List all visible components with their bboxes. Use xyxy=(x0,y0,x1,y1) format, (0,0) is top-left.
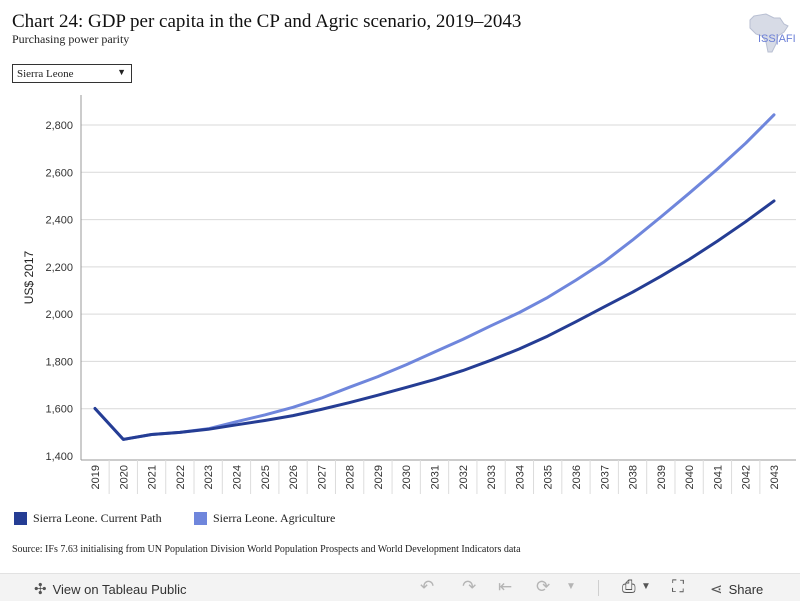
y-tick-label: 2,600 xyxy=(45,167,73,179)
x-tick-label: 2026 xyxy=(288,465,300,489)
redo-icon[interactable]: ↷ xyxy=(462,577,477,596)
refresh-chevron-icon[interactable]: ▼ xyxy=(566,581,576,592)
x-tick-label: 2028 xyxy=(345,465,357,489)
x-tick-label: 2027 xyxy=(316,465,328,489)
x-tick-label: 2040 xyxy=(684,465,696,489)
share-button[interactable]: ⋖ Share xyxy=(710,580,763,598)
download-icon[interactable]: ⎙ xyxy=(622,577,636,596)
chart-subtitle: Purchasing power parity xyxy=(12,32,130,46)
dropdown-selected-value: Sierra Leone xyxy=(17,68,74,80)
y-tick-label: 2,800 xyxy=(45,120,73,132)
x-tick-label: 2033 xyxy=(486,465,498,489)
x-tick-label: 2020 xyxy=(118,465,130,489)
view-on-tableau-link[interactable]: ✣ View on Tableau Public xyxy=(34,580,187,598)
y-tick-label: 1,800 xyxy=(45,356,73,368)
refresh-icon[interactable]: ⟳ xyxy=(536,577,551,596)
legend-item-agriculture[interactable]: Sierra Leone. Agriculture xyxy=(194,510,335,526)
x-tick-label: 2023 xyxy=(203,465,215,489)
legend-swatch-agriculture xyxy=(194,511,207,525)
legend-item-current-path[interactable]: Sierra Leone. Current Path xyxy=(14,510,162,526)
legend-swatch-current-path xyxy=(14,511,27,525)
y-tick-label: 1,400 xyxy=(45,451,73,463)
x-tick-label: 2041 xyxy=(712,465,724,489)
africa-logo-icon xyxy=(749,13,789,53)
x-tick-label: 2032 xyxy=(458,465,470,489)
tableau-logo-icon: ✣ xyxy=(34,581,47,598)
x-tick-label: 2029 xyxy=(373,465,385,489)
tableau-footer: ✣ View on Tableau Public ↶ ↷ ⇤ ⟳ ▼ ⎙ ▼ ⛶… xyxy=(0,573,800,601)
footer-divider xyxy=(598,580,599,596)
x-tick-label: 2022 xyxy=(175,465,187,489)
x-tick-label: 2034 xyxy=(514,465,526,489)
share-label: Share xyxy=(728,581,764,597)
series-line-agriculture xyxy=(93,113,776,441)
y-axis-label: US$ 2017 xyxy=(22,250,36,304)
y-tick-label: 2,200 xyxy=(45,262,73,274)
x-tick-label: 2025 xyxy=(260,465,272,489)
x-tick-label: 2036 xyxy=(571,465,583,489)
x-tick-label: 2038 xyxy=(628,465,640,489)
series-line-current-path xyxy=(93,199,776,441)
undo-icon[interactable]: ↶ xyxy=(420,577,435,596)
x-tick-label: 2024 xyxy=(231,465,243,489)
revert-icon[interactable]: ⇤ xyxy=(498,577,513,596)
x-tick-label: 2019 xyxy=(90,465,102,489)
share-icon: ⋖ xyxy=(710,581,723,598)
source-note: Source: IFs 7.63 initialising from UN Po… xyxy=(12,544,521,555)
x-tick-label: 2021 xyxy=(147,465,159,489)
logo-text: ISS|AFI xyxy=(758,33,796,45)
x-tick-label: 2030 xyxy=(401,465,413,489)
x-tick-label: 2037 xyxy=(599,465,611,489)
view-on-tableau-label: View on Tableau Public xyxy=(52,581,187,597)
legend-label-agriculture: Sierra Leone. Agriculture xyxy=(213,510,336,525)
x-tick-label: 2039 xyxy=(656,465,668,489)
x-tick-label: 2043 xyxy=(769,465,781,489)
x-tick-label: 2035 xyxy=(543,465,555,489)
y-tick-label: 2,000 xyxy=(45,309,73,321)
y-tick-label: 2,400 xyxy=(45,215,73,227)
y-tick-label: 1,600 xyxy=(45,404,73,416)
fullscreen-icon[interactable]: ⛶ xyxy=(672,577,684,596)
download-chevron-icon[interactable]: ▼ xyxy=(641,581,651,592)
x-tick-label: 2031 xyxy=(430,465,442,489)
line-chart: 1,400 1,600 1,800 2,000 2,200 2,400 2,600 2,800… xyxy=(22,95,796,494)
legend-label-current-path: Sierra Leone. Current Path xyxy=(33,510,162,525)
country-filter-dropdown[interactable]: Sierra Leone ▼ xyxy=(12,64,132,83)
x-tick-label: 2042 xyxy=(741,465,753,489)
chevron-down-icon: ▼ xyxy=(117,67,126,77)
chart-title: Chart 24: GDP per capita in the CP and A… xyxy=(12,11,522,32)
